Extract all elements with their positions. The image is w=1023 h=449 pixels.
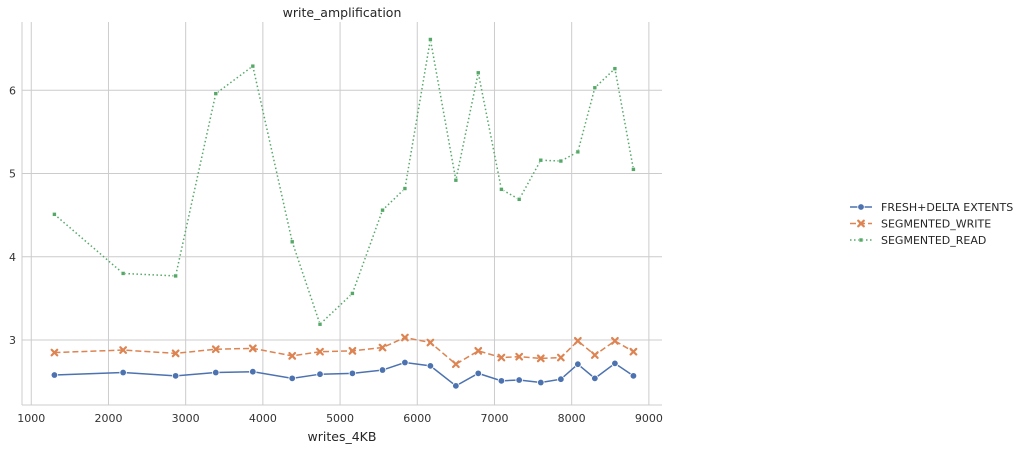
data-point	[316, 347, 324, 356]
data-point	[173, 273, 178, 279]
data-point	[453, 177, 459, 183]
data-point	[426, 338, 435, 347]
x-tick-label: 6000	[403, 412, 431, 425]
data-point	[611, 336, 619, 345]
data-point	[497, 353, 506, 362]
x-tick-label: 3000	[172, 412, 200, 425]
data-point	[50, 371, 59, 379]
x-axis-label: writes_4KB	[308, 429, 377, 444]
data-point	[50, 348, 59, 357]
data-point	[120, 271, 126, 276]
data-point	[401, 358, 409, 367]
x-tick-label: 9000	[635, 412, 663, 425]
data-point	[378, 366, 387, 374]
x-tick-label: 2000	[94, 412, 122, 425]
data-point	[119, 346, 128, 354]
data-point	[499, 187, 504, 192]
series-line	[54, 336, 634, 366]
legend-marker	[858, 237, 864, 243]
axes: 1000 2000 3000 4000 5000 6000 7000 8000 9000 3 4 5 6	[9, 22, 663, 425]
legend: FRESH+DELTA EXTENTS SEGMENTED_WRITE SEGMEN…	[850, 201, 1013, 247]
x-tick-label: 5000	[326, 412, 354, 425]
data-point	[452, 382, 460, 390]
y-tick-label: 4	[9, 251, 16, 264]
legend-marker	[857, 203, 865, 211]
data-point	[612, 66, 618, 71]
data-point	[516, 197, 522, 202]
legend-item: SEGMENTED_WRITE	[850, 218, 991, 231]
legend-label: FRESH+DELTA EXTENTS	[881, 201, 1013, 214]
data-point	[631, 167, 636, 172]
x-tick-label: 8000	[558, 412, 586, 425]
y-tick-label: 5	[9, 168, 16, 181]
data-point	[537, 378, 545, 387]
data-point	[289, 239, 295, 245]
data-point	[475, 70, 481, 76]
data-point	[574, 360, 582, 368]
data-point	[538, 157, 544, 163]
legend-item: SEGMENTED_READ	[850, 234, 986, 247]
grid	[22, 22, 662, 405]
data-point	[52, 212, 57, 217]
data-point	[288, 351, 297, 360]
data-point	[317, 321, 323, 327]
data-point	[401, 333, 409, 342]
data-point	[212, 368, 220, 377]
data-point	[380, 207, 385, 213]
series-line	[53, 39, 635, 326]
data-point	[119, 368, 127, 377]
data-point	[426, 362, 435, 370]
y-tick-label: 6	[9, 84, 16, 97]
data-point	[378, 343, 387, 352]
data-point	[558, 158, 564, 164]
data-point	[591, 374, 599, 383]
data-point	[348, 346, 357, 355]
data-point	[557, 375, 565, 383]
data-point	[629, 347, 638, 356]
data-point	[250, 63, 256, 69]
data-point	[316, 370, 324, 378]
data-point	[590, 351, 599, 359]
series-2	[52, 37, 636, 327]
data-point	[515, 352, 524, 361]
data-point	[474, 369, 482, 378]
data-point	[350, 291, 355, 296]
series-layer	[50, 37, 638, 390]
data-point	[497, 377, 506, 385]
x-tick-label: 4000	[249, 412, 277, 425]
x-tick-label: 1000	[17, 412, 45, 425]
data-point	[402, 186, 408, 191]
data-point	[249, 367, 257, 376]
data-point	[451, 360, 460, 369]
data-point	[171, 349, 180, 358]
y-tick-label: 3	[9, 334, 16, 347]
data-point	[573, 336, 582, 345]
x-tick-label: 7000	[480, 412, 508, 425]
data-point	[474, 346, 483, 355]
data-point	[592, 85, 598, 91]
series-line	[54, 361, 634, 387]
data-point	[248, 344, 257, 353]
data-point	[213, 91, 219, 96]
data-point	[536, 354, 545, 363]
data-point	[288, 374, 296, 383]
series-0	[50, 358, 638, 390]
legend-item: FRESH+DELTA EXTENTS	[850, 201, 1013, 214]
data-point	[556, 353, 565, 362]
data-point	[348, 369, 357, 378]
series-1	[50, 333, 638, 369]
data-point	[211, 345, 220, 354]
data-point	[611, 359, 619, 368]
legend-marker	[857, 219, 865, 228]
data-point	[575, 149, 581, 155]
chart-title: write_amplification	[283, 5, 402, 20]
data-point	[171, 372, 180, 380]
legend-label: SEGMENTED_READ	[881, 234, 986, 247]
data-point	[428, 37, 433, 42]
legend-label: SEGMENTED_WRITE	[881, 218, 991, 231]
data-point	[629, 372, 638, 380]
data-point	[515, 376, 523, 384]
